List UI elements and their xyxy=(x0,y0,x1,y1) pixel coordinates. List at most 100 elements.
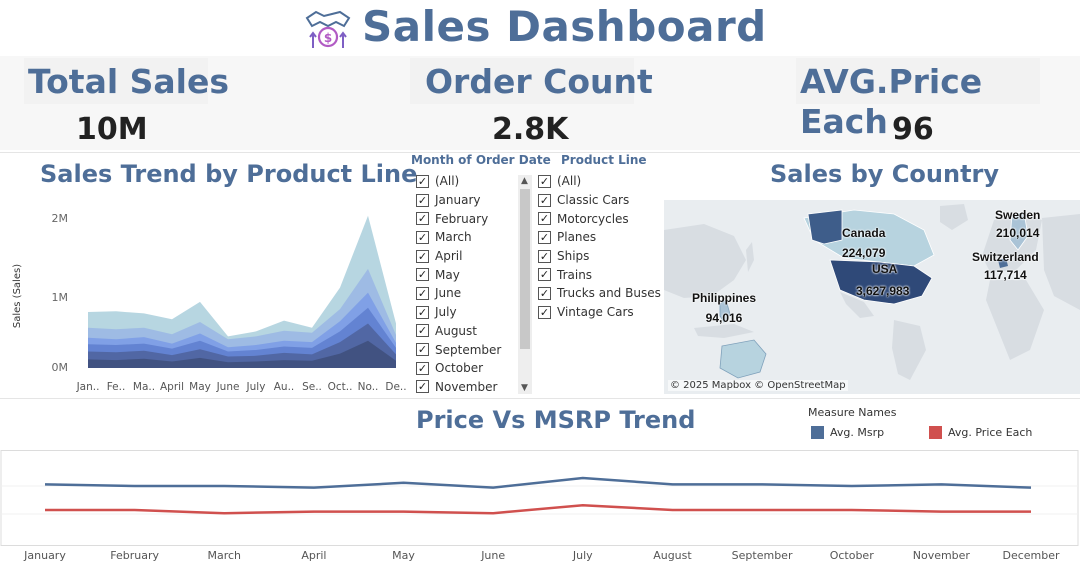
y-axis-label: Sales (Sales) xyxy=(12,264,23,328)
scroll-thumb[interactable] xyxy=(520,189,530,349)
checkbox-checked-icon[interactable]: ✓ xyxy=(416,305,429,319)
month-filter-item[interactable]: ✓ March xyxy=(416,228,501,247)
month-filter-item[interactable]: ✓ August xyxy=(416,322,501,341)
checkbox-checked-icon[interactable]: ✓ xyxy=(416,174,429,188)
indonesia-shape xyxy=(694,324,754,338)
map-credit[interactable]: © 2025 Mapbox © OpenStreetMap xyxy=(668,380,848,391)
map-label-canada: Canada 224,079 xyxy=(842,226,886,260)
divider xyxy=(0,398,1080,399)
checkbox-checked-icon[interactable]: ✓ xyxy=(538,268,551,282)
checkbox-checked-icon[interactable]: ✓ xyxy=(416,268,429,282)
product-filter-item[interactable]: ✓ (All) xyxy=(538,172,661,191)
checkbox-checked-icon[interactable]: ✓ xyxy=(416,212,429,226)
japan-shape xyxy=(746,242,754,272)
month-filter-item[interactable]: ✓ July xyxy=(416,303,501,322)
product-filter-item[interactable]: ✓ Ships xyxy=(538,247,661,266)
kpi-card-total-sales xyxy=(24,58,208,104)
scroll-down-icon[interactable]: ▼ xyxy=(521,383,528,393)
alaska-shape[interactable] xyxy=(807,209,843,245)
product-filter-item[interactable]: ✓ Vintage Cars xyxy=(538,303,661,322)
legend-title: Measure Names xyxy=(808,406,897,419)
product-filter-item[interactable]: ✓ Planes xyxy=(538,228,661,247)
africa-shape xyxy=(986,280,1044,360)
product-filter-item[interactable]: ✓ Trucks and Buses xyxy=(538,284,661,303)
kpi-label-avg-price: AVG.Price Each xyxy=(800,62,983,141)
month-filter-item-label: November xyxy=(435,379,498,394)
area-series-0[interactable] xyxy=(88,340,396,368)
month-tick-label: February xyxy=(110,549,159,562)
line-series-0[interactable] xyxy=(44,476,1032,489)
month-filter-item[interactable]: ✓ January xyxy=(416,191,501,210)
kpi-card-order-count xyxy=(410,58,634,104)
scroll-up-icon[interactable]: ▲ xyxy=(521,176,528,186)
month-filter-item-label: March xyxy=(435,230,472,245)
kpi-label-total-sales: Total Sales xyxy=(28,62,230,101)
country-map-title: Sales by Country xyxy=(770,160,1000,188)
price-x-axis: January February March April May June July Augu… xyxy=(0,549,1080,565)
month-filter-item[interactable]: ✓ February xyxy=(416,209,501,228)
product-filter-item[interactable]: ✓ Classic Cars xyxy=(538,191,661,210)
kpi-value-total-sales: 10M xyxy=(76,112,148,147)
map-label-usa: USA xyxy=(872,262,898,276)
checkbox-checked-icon[interactable]: ✓ xyxy=(416,324,429,338)
east-asia-shape xyxy=(664,224,746,298)
switzerland-shape[interactable] xyxy=(998,258,1008,268)
price-trend-chart[interactable] xyxy=(0,450,1080,546)
month-filter-item-label: April xyxy=(435,249,463,264)
month-filter-item[interactable]: ✓ June xyxy=(416,284,501,303)
checkbox-checked-icon[interactable]: ✓ xyxy=(538,286,551,300)
sweden-shape[interactable] xyxy=(1009,211,1029,251)
world-map xyxy=(664,204,1080,380)
product-filter-item-label: Trains xyxy=(557,267,593,282)
checkbox-checked-icon[interactable]: ✓ xyxy=(416,380,429,394)
product-filter-item[interactable]: ✓ Trains xyxy=(538,265,661,284)
product-filter-item-label: (All) xyxy=(557,174,582,189)
month-filter-item[interactable]: ✓ September xyxy=(416,340,501,359)
legend-item-price[interactable]: Avg. Price Each xyxy=(929,426,1032,439)
australia-shape[interactable] xyxy=(719,339,767,379)
month-filter-item[interactable]: ✓ April xyxy=(416,247,501,266)
country-map[interactable]: Canada 224,079 USA 3,627,983 Sweden 210,01… xyxy=(664,200,1080,394)
month-filter-item[interactable]: ✓ October xyxy=(416,359,501,378)
checkbox-checked-icon[interactable]: ✓ xyxy=(538,230,551,244)
product-filter-item[interactable]: ✓ Motorcycles xyxy=(538,209,661,228)
month-tick-label: September xyxy=(731,549,793,562)
area-series-1[interactable] xyxy=(88,323,396,369)
month-filter-scrollbar[interactable]: ▲ ▼ xyxy=(518,175,532,394)
month-filter-item-label: August xyxy=(435,323,477,338)
checkbox-checked-icon[interactable]: ✓ xyxy=(538,193,551,207)
month-filter-item-label: September xyxy=(435,342,502,357)
legend-item-msrp[interactable]: Avg. Msrp xyxy=(811,426,884,439)
product-filter-item-label: Planes xyxy=(557,230,597,245)
usa-shape[interactable] xyxy=(829,259,933,305)
month-filter-item[interactable]: ✓ (All) xyxy=(416,172,501,191)
checkbox-checked-icon[interactable]: ✓ xyxy=(416,249,429,263)
x-tick-label: Oct.. xyxy=(328,381,353,393)
checkbox-checked-icon[interactable]: ✓ xyxy=(416,230,429,244)
asia-shape xyxy=(1042,214,1080,310)
kpi-card-avg-price xyxy=(796,58,1040,104)
month-filter-item[interactable]: ✓ May xyxy=(416,265,501,284)
x-tick-label: June xyxy=(216,381,240,393)
month-tick-label: December xyxy=(1002,549,1060,562)
checkbox-checked-icon[interactable]: ✓ xyxy=(416,193,429,207)
checkbox-checked-icon[interactable]: ✓ xyxy=(416,343,429,357)
philippines-shape[interactable] xyxy=(719,299,731,323)
line-series-1[interactable] xyxy=(45,503,1031,515)
kpi-value-avg-price: 96 xyxy=(892,112,934,147)
legend-swatch-msrp xyxy=(811,426,824,439)
header: $ Sales Dashboard xyxy=(0,0,1080,54)
checkbox-checked-icon[interactable]: ✓ xyxy=(416,361,429,375)
x-tick-label: July xyxy=(246,381,266,393)
checkbox-checked-icon[interactable]: ✓ xyxy=(416,286,429,300)
checkbox-checked-icon[interactable]: ✓ xyxy=(538,174,551,188)
checkbox-checked-icon[interactable]: ✓ xyxy=(538,249,551,263)
checkbox-checked-icon[interactable]: ✓ xyxy=(538,305,551,319)
month-filter-item[interactable]: ✓ November xyxy=(416,378,501,397)
month-filter-item-label: May xyxy=(435,267,460,282)
map-label-philippines: Philippines 94,016 xyxy=(692,291,757,325)
checkbox-checked-icon[interactable]: ✓ xyxy=(538,212,551,226)
sales-trend-chart[interactable]: Sales (Sales) 2M 1M 0M Jan.. Fe.. Ma.. Apri… xyxy=(0,196,410,396)
product-filter-item-label: Vintage Cars xyxy=(557,305,634,320)
month-filter-item-label: July xyxy=(435,305,457,320)
